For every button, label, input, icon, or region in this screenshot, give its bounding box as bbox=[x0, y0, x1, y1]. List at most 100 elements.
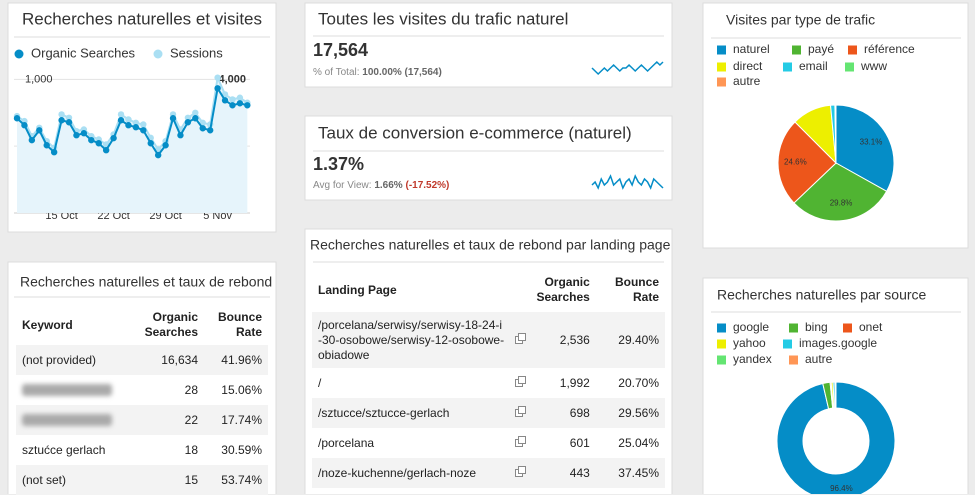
table-cell: 41.96% bbox=[204, 345, 268, 375]
table-cell: 30.59% bbox=[204, 435, 268, 465]
legend-swatch bbox=[717, 356, 726, 365]
link-icon[interactable] bbox=[515, 436, 526, 447]
legend-swatch bbox=[717, 63, 726, 72]
link-icon-cell bbox=[510, 458, 526, 488]
point bbox=[140, 127, 146, 133]
point bbox=[237, 95, 243, 101]
widget-title: Visites par type de trafic bbox=[726, 12, 875, 28]
table-cell: 22 bbox=[139, 405, 204, 435]
link-icon[interactable] bbox=[515, 466, 526, 477]
legend-swatch bbox=[154, 50, 163, 59]
point bbox=[177, 132, 183, 138]
note-value: 1.66% bbox=[374, 180, 402, 191]
point bbox=[58, 117, 64, 123]
legend-swatch bbox=[792, 46, 801, 55]
legend-swatch bbox=[783, 63, 792, 72]
point bbox=[170, 115, 176, 121]
point bbox=[96, 140, 102, 146]
table-cell: 1,992 bbox=[526, 368, 596, 398]
legend-label: direct bbox=[733, 59, 763, 73]
point bbox=[14, 115, 20, 121]
point bbox=[229, 102, 235, 108]
legend-swatch bbox=[717, 324, 726, 333]
column-header: Bounce Rate bbox=[204, 305, 268, 345]
note-change: (-17.52%) bbox=[405, 180, 449, 191]
table-row: /porcelana/serwisy/serwisy-18-24-i-30-os… bbox=[312, 312, 665, 368]
column-header: Organic Searches bbox=[139, 305, 204, 345]
point bbox=[222, 97, 228, 103]
table-cell: 29.56% bbox=[596, 398, 665, 428]
point bbox=[81, 130, 87, 136]
point bbox=[185, 119, 191, 125]
legend-swatch bbox=[845, 63, 854, 72]
table-cell: (not set) bbox=[16, 465, 139, 495]
point bbox=[125, 116, 131, 122]
legend-swatch bbox=[15, 50, 24, 59]
point bbox=[103, 147, 109, 153]
slice-label: 33.1% bbox=[860, 138, 883, 147]
point bbox=[110, 135, 116, 141]
point bbox=[192, 110, 198, 116]
point bbox=[162, 142, 168, 148]
metric-value: 1.37% bbox=[313, 154, 364, 174]
slice-label: 96.4% bbox=[830, 484, 853, 493]
point bbox=[133, 124, 139, 130]
table-cell: 28 bbox=[139, 375, 204, 405]
table-cell: /porcelana/serwisy/serwisy-18-24-i-30-os… bbox=[312, 312, 510, 368]
legend-swatch bbox=[843, 324, 852, 333]
table-cell bbox=[16, 405, 139, 435]
link-icon[interactable] bbox=[515, 406, 526, 417]
table-cell: 16,634 bbox=[139, 345, 204, 375]
legend-label: référence bbox=[864, 42, 915, 56]
legend-label: autre bbox=[733, 74, 761, 88]
metric-note: % of Total: 100.00% (17,564) bbox=[313, 67, 442, 78]
legend-swatch bbox=[789, 324, 798, 333]
column-header: Landing Page bbox=[312, 268, 526, 312]
point bbox=[214, 74, 220, 80]
table-cell: 25.04% bbox=[596, 428, 665, 458]
point bbox=[118, 111, 124, 117]
note-label: % of Total: bbox=[313, 67, 360, 78]
widget-title: Recherches naturelles par source bbox=[717, 287, 927, 303]
point bbox=[21, 122, 27, 128]
column-header: Organic Searches bbox=[526, 268, 596, 312]
link-icon-cell bbox=[510, 368, 526, 398]
table-cell: 2,536 bbox=[526, 312, 596, 368]
table-cell: 20.70% bbox=[596, 368, 665, 398]
point bbox=[140, 121, 146, 127]
table-cell: (not provided) bbox=[16, 345, 139, 375]
legend-label: google bbox=[733, 320, 769, 334]
link-icon-cell bbox=[510, 398, 526, 428]
legend-label: bing bbox=[805, 320, 828, 334]
metric-note: Avg for View: 1.66% (-17.52%) bbox=[313, 180, 449, 191]
legend-swatch bbox=[717, 46, 726, 55]
table-cell: / bbox=[312, 368, 510, 398]
table-cell bbox=[16, 375, 139, 405]
widget-title: Recherches naturelles et taux de rebond bbox=[20, 274, 272, 290]
legend-label: naturel bbox=[733, 42, 770, 56]
legend-label: payé bbox=[808, 42, 834, 56]
metric-value: 17,564 bbox=[313, 40, 368, 60]
link-icon-cell bbox=[510, 312, 526, 368]
table-cell: 443 bbox=[526, 458, 596, 488]
widget-title: Recherches naturelles et taux de rebond … bbox=[310, 237, 671, 253]
point bbox=[148, 140, 154, 146]
link-icon[interactable] bbox=[515, 333, 526, 344]
point bbox=[237, 100, 243, 106]
legend-label: email bbox=[799, 59, 828, 73]
point bbox=[207, 127, 213, 133]
widget-title: Toutes les visites du trafic naturel bbox=[318, 9, 568, 28]
legend-label: images.google bbox=[799, 336, 877, 350]
link-icon[interactable] bbox=[515, 376, 526, 387]
